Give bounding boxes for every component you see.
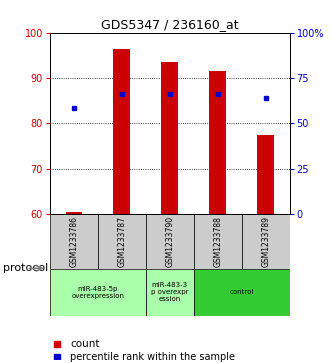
Text: miR-483-3
p overexpr
ession: miR-483-3 p overexpr ession (151, 282, 188, 302)
Bar (114, 49, 130, 214)
Bar (146, 214, 194, 269)
Text: GSM1233790: GSM1233790 (165, 216, 174, 267)
Bar (162, 62, 178, 214)
Bar (209, 71, 226, 214)
Bar (50, 269, 146, 316)
Bar (146, 269, 194, 316)
Text: GSM1233786: GSM1233786 (69, 216, 79, 267)
Text: count: count (70, 339, 100, 349)
Text: protocol: protocol (3, 263, 49, 273)
Bar (98, 214, 146, 269)
Bar (66, 212, 82, 214)
Bar (194, 214, 242, 269)
Bar (50, 214, 98, 269)
Text: GSM1233787: GSM1233787 (117, 216, 127, 267)
Bar (194, 269, 290, 316)
Bar (257, 135, 274, 214)
Text: GSM1233789: GSM1233789 (261, 216, 270, 267)
Text: control: control (229, 289, 254, 295)
Bar (242, 214, 290, 269)
Text: percentile rank within the sample: percentile rank within the sample (70, 352, 235, 362)
Title: GDS5347 / 236160_at: GDS5347 / 236160_at (101, 19, 239, 32)
Text: miR-483-5p
overexpression: miR-483-5p overexpression (71, 286, 125, 299)
Text: GSM1233788: GSM1233788 (213, 216, 222, 267)
